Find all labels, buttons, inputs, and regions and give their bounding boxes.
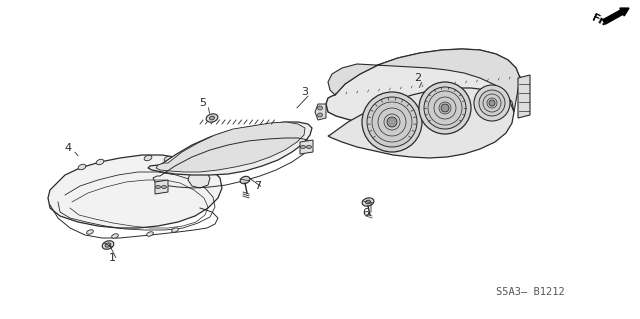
Ellipse shape: [365, 200, 371, 204]
Ellipse shape: [424, 87, 466, 129]
Polygon shape: [156, 122, 305, 172]
Ellipse shape: [156, 186, 161, 189]
Text: Fr.: Fr.: [590, 13, 608, 28]
Ellipse shape: [441, 104, 449, 112]
Ellipse shape: [105, 243, 111, 247]
Text: 1: 1: [109, 253, 115, 263]
Polygon shape: [155, 180, 168, 194]
Ellipse shape: [147, 232, 154, 236]
Ellipse shape: [96, 159, 104, 165]
Ellipse shape: [172, 228, 179, 232]
Ellipse shape: [102, 241, 114, 249]
Ellipse shape: [307, 145, 312, 149]
Polygon shape: [328, 49, 520, 112]
Ellipse shape: [317, 106, 323, 110]
Ellipse shape: [144, 155, 152, 161]
Polygon shape: [315, 104, 326, 120]
Polygon shape: [518, 75, 530, 118]
Ellipse shape: [206, 114, 218, 122]
Ellipse shape: [111, 234, 118, 238]
Text: 4: 4: [65, 143, 72, 153]
Ellipse shape: [474, 85, 510, 121]
Polygon shape: [188, 168, 210, 188]
Ellipse shape: [161, 186, 166, 189]
Text: 6: 6: [362, 208, 369, 218]
FancyArrow shape: [603, 8, 629, 24]
Polygon shape: [300, 140, 313, 154]
Text: 7: 7: [255, 181, 262, 191]
Ellipse shape: [367, 97, 417, 147]
Ellipse shape: [362, 198, 374, 206]
Polygon shape: [328, 88, 514, 158]
Polygon shape: [326, 49, 520, 130]
Text: 5: 5: [200, 98, 207, 108]
Ellipse shape: [78, 164, 86, 170]
Ellipse shape: [188, 162, 196, 168]
Polygon shape: [48, 155, 222, 228]
Ellipse shape: [387, 117, 397, 127]
Text: 3: 3: [301, 87, 308, 97]
Ellipse shape: [209, 116, 214, 120]
Ellipse shape: [240, 176, 250, 184]
Ellipse shape: [301, 145, 305, 149]
Ellipse shape: [479, 90, 505, 116]
Ellipse shape: [419, 82, 471, 134]
Polygon shape: [148, 122, 312, 175]
Text: S5A3– B1212: S5A3– B1212: [495, 287, 564, 297]
Text: 2: 2: [415, 73, 422, 83]
Ellipse shape: [317, 113, 323, 117]
Ellipse shape: [362, 92, 422, 152]
Ellipse shape: [86, 230, 93, 234]
Ellipse shape: [164, 156, 172, 162]
Ellipse shape: [489, 100, 495, 106]
